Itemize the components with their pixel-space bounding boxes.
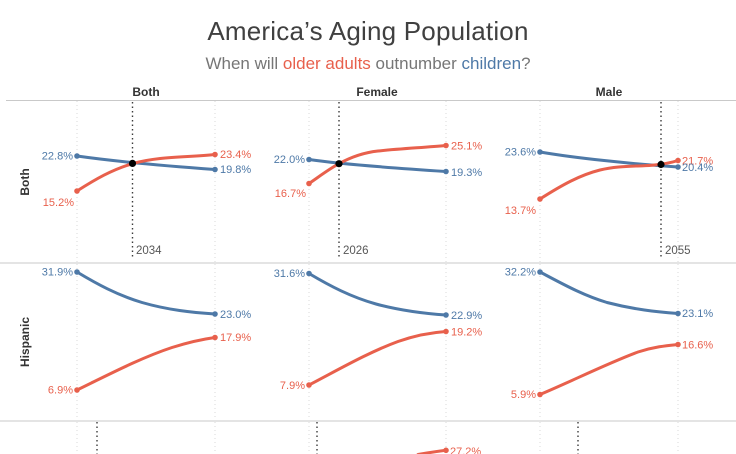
older-start-dot[interactable] bbox=[306, 180, 312, 187]
older-adults-line[interactable] bbox=[75, 336, 217, 392]
crossover-dot[interactable] bbox=[335, 160, 343, 168]
value-label: 7.9% bbox=[280, 380, 305, 392]
children-start-dot[interactable] bbox=[306, 270, 312, 277]
value-label: 32.2% bbox=[505, 267, 536, 279]
panel-cutoff-female: 27.2% bbox=[416, 446, 481, 454]
crossover-dot[interactable] bbox=[128, 159, 137, 167]
children-line[interactable] bbox=[307, 272, 448, 317]
value-label: 19.8% bbox=[220, 164, 251, 176]
value-label: 15.2% bbox=[43, 197, 74, 209]
value-label: 13.7% bbox=[505, 205, 536, 217]
older-end-dot[interactable] bbox=[212, 334, 218, 341]
value-label: 23.0% bbox=[220, 309, 251, 321]
value-label: 6.9% bbox=[48, 385, 73, 397]
children-end-dot[interactable] bbox=[212, 311, 218, 317]
crossover-reference-lines: 2034 2026 2055 bbox=[96, 102, 691, 454]
value-label: 31.9% bbox=[42, 267, 73, 279]
older-end-dot[interactable] bbox=[443, 142, 449, 149]
children-line[interactable] bbox=[75, 270, 217, 316]
panel-borders bbox=[0, 100, 736, 422]
crossover-year-label: 2055 bbox=[665, 245, 691, 257]
older-end-dot[interactable] bbox=[443, 328, 449, 335]
subtitle-suffix: ? bbox=[521, 54, 531, 73]
panel-hispanic-male: 32.2% 5.9% 23.1% 16.6% bbox=[505, 267, 714, 402]
value-label: 22.8% bbox=[42, 151, 73, 163]
children-start-dot[interactable] bbox=[537, 149, 543, 155]
column-header-female: Female bbox=[356, 85, 398, 99]
value-label: 20.4% bbox=[682, 162, 713, 174]
children-end-dot[interactable] bbox=[675, 310, 681, 317]
older-end-dot[interactable] bbox=[675, 341, 681, 348]
value-label: 22.9% bbox=[451, 310, 482, 322]
children-line[interactable] bbox=[75, 154, 217, 171]
children-start-dot[interactable] bbox=[537, 269, 543, 275]
children-start-dot[interactable] bbox=[74, 269, 80, 275]
value-label: 5.9% bbox=[511, 389, 536, 401]
children-start-dot[interactable] bbox=[74, 153, 80, 159]
older-end-dot[interactable] bbox=[675, 157, 681, 164]
value-label: 21.7% bbox=[682, 156, 713, 168]
crossover-year-label: 2034 bbox=[136, 245, 162, 257]
panel-both-both: 22.8% 15.2% 23.4% 19.8% bbox=[42, 149, 252, 209]
panel-hispanic-both: 31.9% 6.9% 23.0% 17.9% bbox=[42, 267, 252, 397]
older-adults-line[interactable] bbox=[307, 144, 448, 185]
older-start-dot[interactable] bbox=[74, 188, 80, 194]
subtitle-children: children bbox=[461, 54, 522, 73]
older-start-dot[interactable] bbox=[537, 196, 543, 202]
children-line[interactable] bbox=[307, 158, 448, 173]
value-label: 31.6% bbox=[274, 268, 305, 280]
older-start-dot[interactable] bbox=[74, 387, 80, 393]
older-end-dot[interactable] bbox=[443, 447, 449, 454]
value-label: 23.1% bbox=[682, 308, 713, 320]
older-adults-line[interactable] bbox=[416, 448, 448, 454]
value-label: 23.4% bbox=[220, 149, 251, 161]
column-header-both: Both bbox=[132, 85, 159, 99]
children-start-dot[interactable] bbox=[306, 156, 312, 163]
older-adults-line[interactable] bbox=[307, 330, 448, 387]
children-end-dot[interactable] bbox=[212, 166, 218, 173]
light-gridlines bbox=[76, 101, 679, 454]
value-label: 16.7% bbox=[275, 188, 306, 200]
value-label: 19.2% bbox=[451, 327, 482, 339]
older-adults-line[interactable] bbox=[538, 343, 680, 396]
column-header-male: Male bbox=[596, 85, 623, 99]
older-start-dot[interactable] bbox=[537, 391, 543, 398]
subtitle-prefix: When will bbox=[205, 54, 283, 73]
row-header-hispanic: Hispanic bbox=[18, 317, 32, 367]
older-end-dot[interactable] bbox=[212, 151, 218, 158]
value-label: 22.0% bbox=[274, 154, 305, 166]
value-label: 19.3% bbox=[451, 167, 482, 179]
crossover-dot[interactable] bbox=[657, 160, 665, 169]
children-end-dot[interactable] bbox=[443, 312, 449, 318]
value-label: 23.6% bbox=[505, 147, 536, 159]
value-label: 16.6% bbox=[682, 340, 713, 352]
crossover-year-label: 2026 bbox=[343, 245, 369, 257]
children-end-dot[interactable] bbox=[443, 168, 449, 175]
subtitle-mid: outnumber bbox=[370, 54, 462, 73]
children-line[interactable] bbox=[538, 270, 680, 315]
chart-subtitle: When will older adults outnumber childre… bbox=[0, 54, 736, 74]
panel-hispanic-female: 31.6% 7.9% 22.9% 19.2% bbox=[274, 268, 483, 392]
value-label: 25.1% bbox=[451, 141, 482, 153]
older-adults-line[interactable] bbox=[538, 159, 680, 201]
chart-title: America’s Aging Population bbox=[207, 16, 529, 46]
row-header-both: Both bbox=[18, 168, 32, 195]
value-label: 27.2% bbox=[450, 446, 481, 454]
value-label: 17.9% bbox=[220, 332, 251, 344]
children-end-dot[interactable] bbox=[675, 164, 681, 170]
panel-both-female: 22.0% 16.7% 25.1% 19.3% bbox=[274, 141, 483, 201]
panel-both-male: 23.6% 13.7% 21.7% 20.4% bbox=[505, 147, 714, 218]
subtitle-older-adults: older adults bbox=[282, 54, 371, 73]
older-start-dot[interactable] bbox=[306, 382, 312, 388]
